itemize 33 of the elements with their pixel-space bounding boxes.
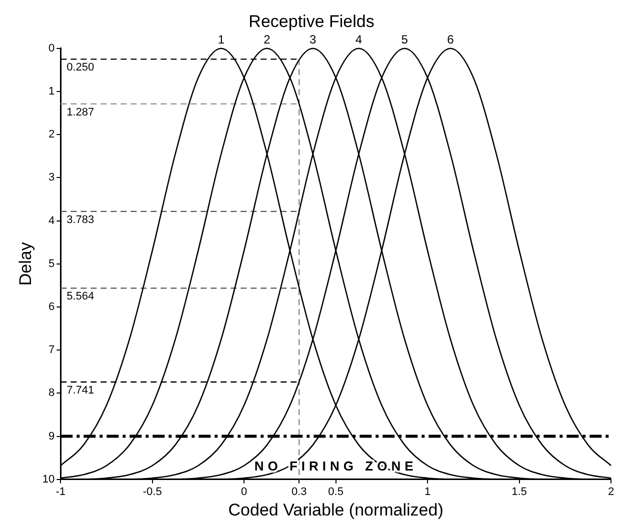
y-tick-label: 7 (48, 344, 55, 356)
y-tick-label: 10 (42, 473, 55, 486)
x-tick-label: -0.5 (142, 486, 162, 498)
annotation: 0.250 (66, 62, 94, 74)
series-label: 2 (264, 32, 271, 47)
x-axis-title: Coded Variable (normalized) (228, 500, 444, 520)
x-tick-label: -1 (56, 486, 66, 498)
x-tick-label: 0 (241, 486, 248, 498)
y-tick-label: 6 (48, 301, 55, 314)
chart-title: Receptive Fields (248, 12, 374, 31)
y-tick-label: 4 (48, 214, 55, 227)
series-label: 3 (310, 32, 317, 47)
series-label: 4 (355, 32, 362, 47)
series-label: 5 (401, 32, 408, 47)
x-tick-label: 1 (424, 486, 431, 498)
x-tick-label: 2 (608, 486, 614, 498)
y-tick-label: 2 (48, 128, 55, 141)
y-tick-label: 9 (48, 430, 55, 442)
x-tick-label: 1.5 (512, 486, 527, 498)
y-tick-label: 1 (48, 86, 55, 98)
y-tick-label: 8 (48, 387, 55, 400)
series-label: 6 (447, 32, 454, 47)
x-tick-label: 0.5 (328, 486, 344, 498)
y-tick-label: 5 (48, 258, 55, 270)
series-label: 1 (218, 32, 225, 47)
annotation: 3.783 (66, 214, 94, 226)
y-tick-label: 0 (48, 42, 55, 54)
annotation: 7.741 (66, 384, 94, 397)
x-tick-label: 0.3 (291, 486, 307, 498)
y-axis-title: Delay (16, 242, 35, 286)
annotation: 1.287 (66, 106, 94, 118)
annotation: 5.564 (66, 290, 94, 303)
y-tick-label: 3 (48, 172, 55, 184)
